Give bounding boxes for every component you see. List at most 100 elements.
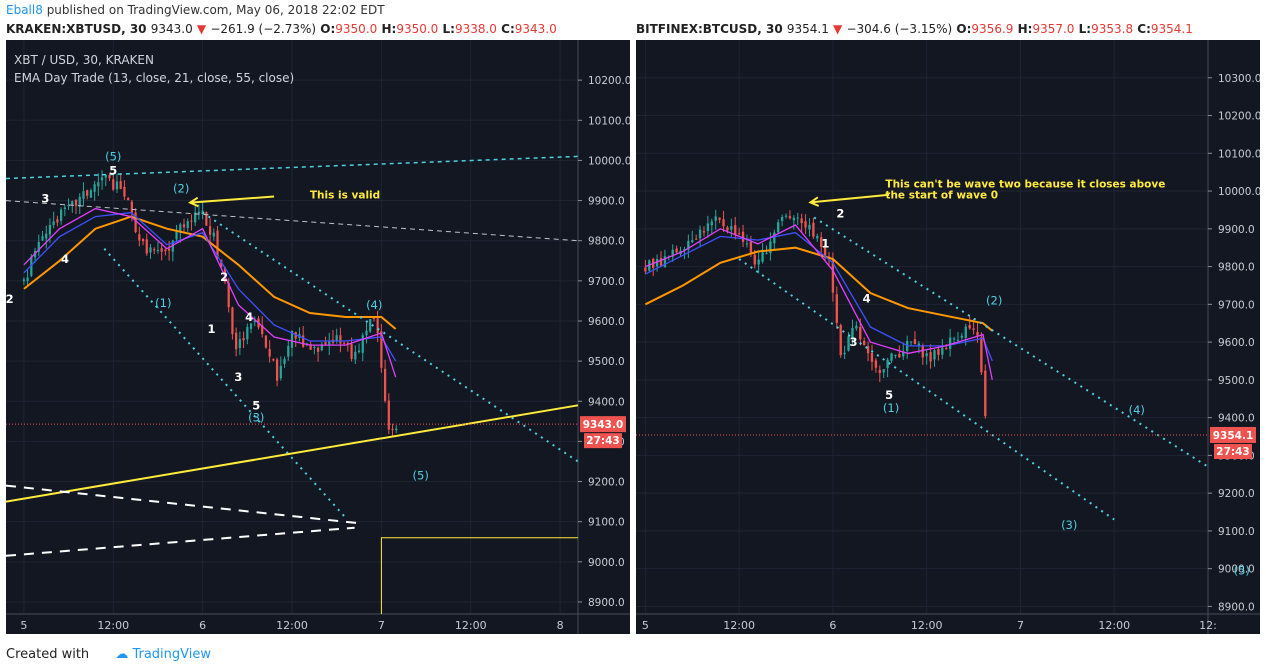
channel-dotted-line: [813, 216, 1209, 468]
author-link[interactable]: Eball8: [6, 3, 43, 17]
candle-body: [376, 318, 379, 333]
candle-body: [917, 343, 921, 347]
candle-body: [847, 336, 850, 351]
candle-body: [933, 350, 936, 360]
right-symbol: BITFINEX:BTCUSD, 30: [636, 22, 783, 36]
y-tick-label: 8900.0: [1218, 601, 1255, 613]
candle-body: [937, 348, 940, 355]
wave-annotation: (4): [366, 298, 382, 312]
candle-body: [874, 360, 878, 368]
candle-body: [52, 221, 55, 225]
left-last-price: 9343.0: [150, 22, 193, 36]
candle-body: [859, 326, 862, 340]
candle-body: [179, 224, 182, 233]
candle-body: [205, 212, 208, 226]
candle-body: [253, 320, 256, 323]
right-chart-svg[interactable]: 8900.09000.09100.09200.09300.09400.09500…: [636, 40, 1260, 634]
candle-body: [870, 352, 874, 362]
candle-body: [56, 219, 59, 223]
candle-body: [194, 212, 197, 223]
candle-body: [89, 190, 93, 198]
candle-body: [941, 347, 944, 355]
candle-body: [223, 267, 227, 282]
candle-body: [780, 217, 784, 221]
candle-body: [127, 198, 130, 201]
right-symbol-header: BITFINEX:BTCUSD, 30 9354.1 ▼ −304.6 (−3.…: [636, 20, 1193, 38]
candle-body: [909, 341, 913, 343]
y-tick-label: 9600.0: [1218, 337, 1255, 349]
x-tick-label: 12:00: [1098, 619, 1130, 632]
candle-body: [59, 209, 63, 221]
candle-body: [816, 235, 819, 239]
ema-13-line: [23, 207, 397, 378]
candle-body: [48, 225, 52, 235]
right-high: 9357.0: [1032, 22, 1075, 36]
white-dashed-line: [6, 526, 355, 557]
right-last-price: 9354.1: [786, 22, 829, 36]
yellow-box-line: [380, 537, 578, 614]
candle-body: [26, 277, 29, 282]
candle-body: [119, 181, 122, 189]
y-tick-label: 9900.0: [1218, 224, 1255, 236]
y-tick-label: 9500.0: [1218, 375, 1255, 387]
left-chart-svg[interactable]: 8900.09000.09100.09200.09300.09400.09500…: [6, 40, 630, 634]
candle-body: [134, 212, 137, 232]
candle-body: [387, 400, 390, 430]
x-tick-label: 5: [642, 619, 649, 632]
candle-body: [851, 328, 854, 339]
candle-body: [71, 201, 74, 205]
candle-body: [156, 249, 160, 251]
candle-body: [726, 227, 729, 231]
candle-body: [773, 232, 776, 244]
wave-annotation: 5: [252, 398, 260, 412]
countdown-label: 27:43: [1216, 446, 1249, 458]
ema-21-line: [23, 211, 397, 362]
candle-body: [160, 248, 163, 252]
wave-annotation: 4: [245, 310, 253, 324]
candle-body: [984, 370, 987, 417]
left-open-label: O:: [320, 22, 336, 36]
candle-body: [714, 216, 717, 221]
tradingview-brand-link[interactable]: TradingView: [132, 647, 211, 662]
candle-body: [212, 232, 215, 237]
candle-body: [792, 217, 796, 221]
last-price-tag: [580, 416, 626, 433]
candle-body: [741, 231, 745, 242]
candle-body: [365, 330, 368, 336]
yellow-arrow-line: [810, 193, 890, 204]
left-chart-panel[interactable]: 8900.09000.09100.09200.09300.09400.09500…: [6, 40, 630, 634]
candle-body: [63, 207, 66, 209]
countdown-tag: [1214, 443, 1252, 459]
x-tick-label: 8: [557, 619, 564, 632]
left-symbol-header: KRAKEN:XBTUSD, 30 9343.0 ▼ −261.9 (−2.73…: [6, 20, 557, 38]
x-tick-label: 12:00: [911, 619, 943, 632]
candle-body: [275, 359, 279, 381]
candle-body: [287, 345, 290, 357]
candle-body: [346, 342, 349, 345]
candle-body: [839, 325, 842, 356]
candle-body: [372, 317, 376, 320]
down-triangle-icon: ▼: [833, 22, 843, 36]
candle-body: [197, 211, 201, 214]
y-tick-label: 10200.0: [588, 75, 630, 87]
candle-body: [201, 210, 204, 215]
left-low-label: L:: [442, 22, 455, 36]
y-tick-label: 9800.0: [588, 236, 625, 248]
yellow-trend-line: [6, 404, 579, 503]
candle-body: [130, 201, 133, 213]
wave-annotation: 3: [41, 192, 49, 206]
candle-body: [339, 335, 342, 344]
candle-body: [769, 241, 772, 254]
wave-annotation: (1): [155, 296, 171, 310]
wave-annotation: (2): [986, 293, 1002, 307]
candle-body: [227, 282, 230, 308]
candle-body: [123, 186, 126, 197]
candle-body: [264, 335, 268, 348]
right-chart-panel[interactable]: 8900.09000.09100.09200.09300.09400.09500…: [636, 40, 1260, 634]
candle-body: [190, 220, 193, 222]
candle-body: [902, 352, 905, 357]
right-close-label: C:: [1137, 22, 1151, 36]
candle-body: [290, 330, 294, 348]
candle-body: [683, 249, 686, 251]
candle-body: [391, 428, 394, 430]
